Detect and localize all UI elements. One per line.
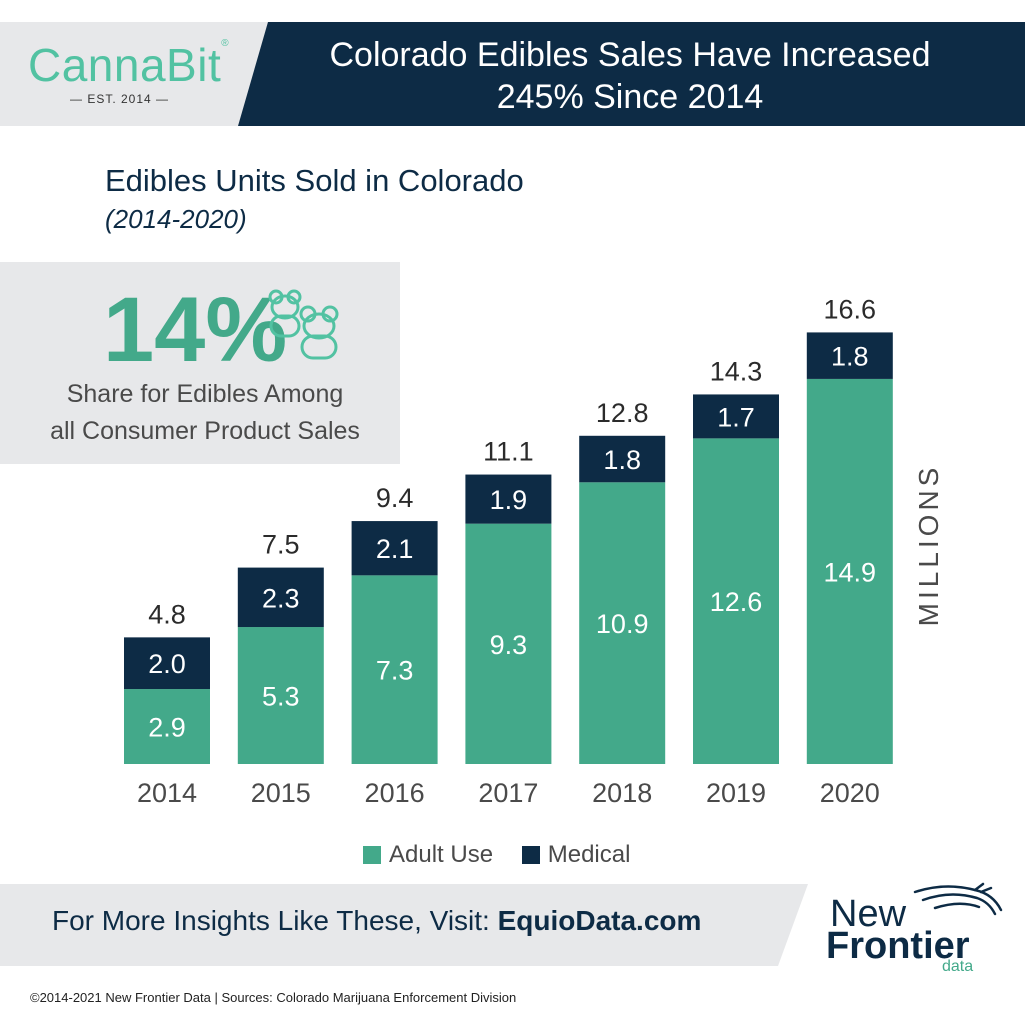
bar-total-label-2018: 12.8 bbox=[596, 398, 649, 428]
x-tick-label-2017: 2017 bbox=[478, 778, 538, 808]
horse-icon bbox=[913, 882, 1003, 916]
bar-segment-medical-2019 bbox=[693, 394, 779, 439]
bar-segment-adult-use-2017 bbox=[465, 523, 552, 764]
logo-tagline: — EST. 2014 — bbox=[70, 92, 170, 106]
bar-value-label-medical-2020: 1.8 bbox=[831, 342, 869, 372]
bar-total-label-2020: 16.6 bbox=[824, 294, 877, 324]
bar-value-label-adult-use-2019: 12.6 bbox=[710, 587, 763, 617]
bar-value-label-medical-2014: 2.0 bbox=[148, 649, 186, 679]
bar-segment-adult-use-2018 bbox=[579, 482, 666, 764]
bar-total-label-2014: 4.8 bbox=[148, 599, 186, 629]
brand-frontier: Frontier bbox=[826, 925, 970, 967]
bar-segment-medical-2018 bbox=[579, 435, 666, 483]
bar-segment-medical-2015 bbox=[237, 567, 324, 628]
chart-subtitle: (2014-2020) bbox=[105, 204, 247, 234]
x-tick-label-2014: 2014 bbox=[137, 778, 197, 808]
legend-swatch-medical bbox=[521, 846, 540, 864]
page-title: Colorado Edibles Sales Have Increased 24… bbox=[300, 34, 960, 118]
bar-segment-adult-use-2014 bbox=[124, 689, 210, 764]
stat-value: 14% bbox=[103, 279, 288, 381]
legend-label-adult-use: Adult Use bbox=[389, 841, 494, 868]
logo-panel bbox=[0, 22, 290, 126]
title-line-1: Colorado Edibles Sales Have Increased bbox=[329, 36, 931, 74]
title-line-2: 245% Since 2014 bbox=[496, 78, 764, 116]
stat-caption-line-2: all Consumer Product Sales bbox=[50, 417, 360, 445]
bar-segment-adult-use-2019 bbox=[693, 438, 779, 764]
chart-legend: Adult Use Medical bbox=[363, 841, 652, 869]
header-banner bbox=[238, 22, 1025, 126]
bar-value-label-adult-use-2015: 5.3 bbox=[262, 682, 300, 712]
bar-segment-adult-use-2016 bbox=[351, 575, 438, 764]
legend-item-adult-use: Adult Use bbox=[363, 841, 493, 869]
brand-data: data bbox=[942, 958, 974, 975]
bar-total-label-2019: 14.3 bbox=[710, 356, 763, 386]
bar-segment-medical-2014 bbox=[124, 637, 210, 690]
cannabit-logo: CannaBit® bbox=[28, 38, 230, 91]
bar-segment-medical-2020 bbox=[806, 332, 893, 379]
gummy-bears-icon bbox=[268, 289, 339, 360]
footer-cta-text: For More Insights Like These, Visit: bbox=[52, 905, 498, 936]
bar-value-label-medical-2017: 1.9 bbox=[490, 485, 528, 515]
equiodata-link[interactable]: EquioData.com bbox=[497, 905, 702, 936]
bar-value-label-adult-use-2020: 14.9 bbox=[824, 557, 877, 587]
bar-segment-adult-use-2020 bbox=[806, 378, 893, 764]
y-axis-label: MILLIONS bbox=[913, 464, 944, 627]
stat-caption: Share for Edibles Among all Consumer Pro… bbox=[20, 376, 390, 450]
x-tick-label-2020: 2020 bbox=[820, 778, 880, 808]
bar-segment-medical-2016 bbox=[351, 521, 438, 576]
x-tick-label-2015: 2015 bbox=[251, 778, 311, 808]
bar-total-label-2016: 9.4 bbox=[376, 483, 414, 513]
chart-title: Edibles Units Sold in Colorado bbox=[105, 163, 524, 198]
bar-total-label-2015: 7.5 bbox=[262, 530, 300, 560]
footer-banner bbox=[0, 884, 808, 966]
bar-value-label-medical-2015: 2.3 bbox=[262, 583, 300, 613]
bar-value-label-adult-use-2017: 9.3 bbox=[490, 630, 528, 660]
bar-value-label-adult-use-2016: 7.3 bbox=[376, 656, 414, 686]
footer-cta: For More Insights Like These, Visit: Equ… bbox=[52, 905, 701, 937]
stacked-bar-chart: 2.9 2.0 4.8 2014 5.3 2.3 7.5 2015 7.3 2.1 9.4 2016 9… bbox=[124, 294, 944, 808]
bar-total-label-2017: 11.1 bbox=[483, 437, 534, 467]
legend-swatch-adult-use bbox=[363, 846, 381, 864]
bar-segment-adult-use-2015 bbox=[237, 627, 324, 764]
x-tick-label-2018: 2018 bbox=[592, 778, 652, 808]
copyright-text: ©2014-2021 New Frontier Data | Sources: … bbox=[30, 990, 517, 1005]
x-tick-label-2019: 2019 bbox=[706, 778, 766, 808]
legend-label-medical: Medical bbox=[547, 841, 631, 868]
bar-segment-medical-2017 bbox=[465, 474, 552, 524]
stat-caption-line-1: Share for Edibles Among bbox=[66, 380, 344, 408]
bar-value-label-medical-2019: 1.7 bbox=[717, 402, 755, 432]
bar-value-label-adult-use-2018: 10.9 bbox=[596, 609, 649, 639]
bar-value-label-adult-use-2014: 2.9 bbox=[148, 713, 186, 743]
stat-panel bbox=[0, 262, 400, 464]
brand-new: New bbox=[830, 893, 907, 935]
legend-item-medical: Medical bbox=[521, 841, 631, 869]
bar-value-label-medical-2018: 1.8 bbox=[603, 445, 641, 475]
x-tick-label-2016: 2016 bbox=[365, 778, 425, 808]
bar-value-label-medical-2016: 2.1 bbox=[376, 534, 414, 564]
